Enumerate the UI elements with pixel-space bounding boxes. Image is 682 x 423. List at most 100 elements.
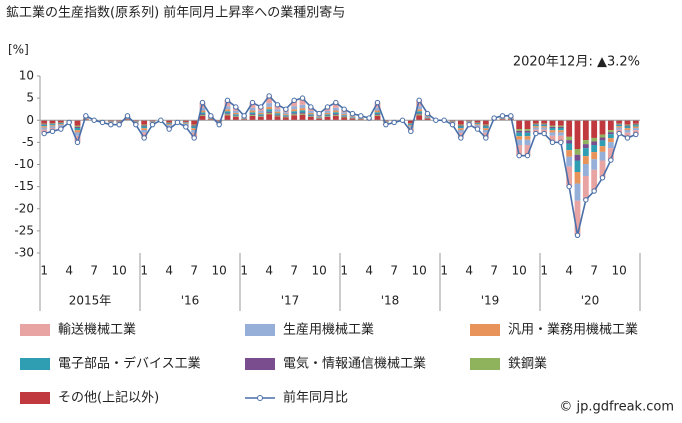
bar-segment [632,126,639,129]
line-marker [133,121,139,128]
bar-segment [232,114,239,116]
bar-segment [516,129,523,131]
line-marker [591,188,597,194]
bar-segment [516,130,523,133]
bar-segment [424,116,431,118]
bar-segment [457,129,464,133]
bar-segment [57,125,64,127]
x-tick-label: 10 [412,264,427,278]
bar-segment [132,120,139,122]
bar-segment [482,120,489,125]
bar-segment [599,134,606,138]
line-marker [124,113,131,119]
bar-segment [57,124,64,126]
bar-segment [341,116,348,117]
bar-segment [324,115,331,117]
line-marker [191,135,197,141]
x-tick-label: 7 [490,264,498,278]
bar-segment [282,117,289,121]
bar-segment [74,127,81,131]
bar-segment [591,137,598,142]
bar-segment [49,123,56,124]
bar-segment [49,124,56,126]
bar-segment [282,116,289,117]
bar-segment [74,135,81,143]
x-tick-label: 4 [365,264,373,278]
line-marker [616,130,622,137]
bar-segment [482,126,489,129]
bar-segment [249,107,256,111]
bar-segment [266,109,273,112]
bar-segment [74,130,81,133]
bar-segment [374,112,381,115]
bar-segment [541,124,548,125]
bar-segment [541,126,548,128]
bar-segment [374,107,381,111]
bar-segment [566,120,573,137]
bar-segment [141,129,148,133]
bar-segment [166,124,173,126]
bar-segment [582,164,589,177]
bar-segment [249,112,256,115]
bar-segment [524,120,531,130]
line-marker [599,175,606,181]
bar-segment [266,112,273,115]
y-tick-label: 5 [26,91,34,105]
chart-title: 鉱工業の生産指数(原系列) 前年同月上昇率への業種別寄与 [6,5,345,21]
bar-segment [607,134,614,139]
line-marker [524,152,531,159]
x-tick-label: 1 [140,264,148,278]
bar-segment [199,107,206,111]
line-marker [516,152,522,159]
bar-segment [141,124,148,126]
bar-segment [332,110,339,113]
bar-segment [316,116,323,118]
bar-segment [549,130,556,133]
bar-segment [166,120,173,123]
bar-segment [107,120,114,122]
line-marker [324,104,331,110]
line-marker [116,121,122,128]
bar-segment [582,156,589,165]
legend-label: 生産用機械工業 [283,322,374,338]
line-marker [441,117,447,123]
legend-swatch [245,358,275,370]
legend-marker [257,395,263,401]
bar-segment [224,114,231,116]
bar-segment [599,160,606,178]
line-marker [233,104,239,110]
bar-segment [541,123,548,125]
bar-segment [599,151,606,161]
bar-segment [541,124,548,127]
bar-segment [49,123,56,125]
y-tick-label: -30 [14,246,34,260]
x-tick-label: 7 [190,264,198,278]
bar-segment [557,125,564,127]
line-marker [58,126,64,132]
bar-segment [416,106,423,110]
bar-segment [291,111,298,114]
bar-segment [232,112,239,115]
bar-segment [299,98,306,105]
bar-segment [407,120,414,124]
year-label: '18 [381,294,400,308]
bar-segment [566,143,573,151]
line-marker [358,113,364,119]
bar-segment [474,125,481,127]
x-tick-label: 4 [565,264,573,278]
bar-segment [257,114,264,116]
bar-segment [557,127,564,131]
x-tick-label: 10 [312,264,327,278]
bar-segment [524,136,531,140]
bar-segment [582,144,589,149]
bar-segment [232,115,239,117]
bar-segment [557,130,564,133]
line-marker [558,139,564,146]
bar-segment [332,115,339,121]
bar-segment [549,135,556,143]
bar-segment [474,124,481,126]
bar-segment [141,126,148,129]
bar-segment [416,109,423,112]
year-label: '19 [481,294,500,308]
bar-segment [599,137,606,141]
